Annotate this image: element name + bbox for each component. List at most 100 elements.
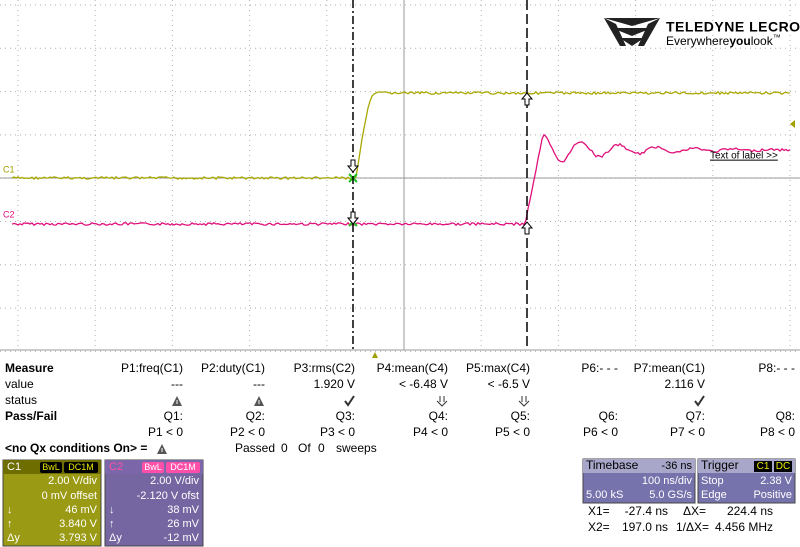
label: < -6.5 V: [488, 377, 530, 391]
label: DC1M: [170, 462, 196, 472]
label: 0: [318, 441, 325, 455]
badge: [40, 462, 62, 473]
label: 197.0 ns: [622, 520, 668, 534]
panels: C1 BwL DC1M 2.00 V/div 0 mV offset ↓ 46 mV ↑ 3.8…: [2, 458, 796, 547]
label: Q6:: [599, 409, 618, 423]
trace-label: C1: [3, 164, 15, 174]
label: Q4:: [429, 409, 448, 423]
label: BwL: [144, 462, 162, 472]
label: <no Qx conditions On> =: [5, 441, 147, 455]
label: 5.00 kS: [586, 489, 623, 501]
down-icon: [518, 396, 530, 407]
label: P2 < 0: [230, 425, 265, 439]
check-icon: [344, 395, 355, 407]
label: ↑: [109, 518, 115, 530]
label: BwL: [42, 462, 60, 472]
label: -27.4 ns: [625, 504, 668, 518]
label: P3 < 0: [320, 425, 355, 439]
label: 38 mV: [167, 504, 199, 516]
label: 4.456 MHz: [715, 520, 773, 534]
down-icon: [436, 396, 448, 407]
label: ↓: [7, 504, 13, 516]
label: DC1M: [68, 462, 94, 472]
label: 224.4 ns: [727, 504, 773, 518]
label: -12 mV: [164, 532, 200, 544]
trigger-position-marker: [372, 352, 378, 358]
label: Positive: [753, 489, 792, 501]
label: Trigger: [701, 458, 739, 472]
badge: [774, 461, 792, 472]
label: value: [5, 377, 34, 391]
label: 3.793 V: [59, 532, 98, 544]
label: sweeps: [336, 441, 377, 455]
label: 2.116 V: [665, 377, 705, 391]
label: P6:- - -: [581, 361, 618, 375]
measure-table: Measure P1:freq(C1) P2:duty(C1) P3:rms(C2) P…: [5, 361, 795, 455]
label: 5.0 GS/s: [649, 489, 692, 501]
label: C2: [109, 461, 123, 473]
label: P4 < 0: [413, 425, 448, 439]
label: P5:max(C4): [466, 361, 530, 375]
trigger-level-marker: [790, 120, 795, 128]
trace-c2: [11, 133, 791, 227]
label: 0: [281, 441, 288, 455]
label: P2:duty(C1): [201, 361, 265, 375]
logo-emblem: [604, 18, 660, 46]
label: 0 mV offset: [42, 490, 97, 502]
label: 3.840 V: [59, 518, 98, 530]
logo-tagline: Everywhereyoulook™: [666, 33, 781, 48]
label: Edge: [701, 489, 727, 501]
tagline-part: look: [751, 34, 774, 48]
trademark: ™: [773, 33, 781, 42]
logo-brand: TELEDYNE LECROY: [666, 19, 800, 35]
label: Passed: [235, 441, 275, 455]
label: P4:mean(C4): [377, 361, 448, 375]
label: Of: [298, 441, 311, 455]
label: Timebase: [586, 458, 639, 472]
label: Δy: [109, 532, 122, 544]
label: C1: [7, 461, 21, 473]
label: ---: [171, 377, 183, 391]
label: < -6.48 V: [399, 377, 448, 391]
label: 2.00 V/div: [48, 475, 97, 487]
label: 1.920 V: [314, 377, 355, 391]
label: X2=: [588, 520, 610, 534]
label: ΔX=: [683, 504, 706, 518]
label: ↓: [109, 504, 115, 516]
label: P8:- - -: [758, 361, 795, 375]
label: Δy: [7, 532, 20, 544]
label: 1/ΔX=: [676, 520, 709, 534]
label: P8 < 0: [760, 425, 795, 439]
label: DC: [776, 461, 790, 472]
badge: [142, 462, 164, 473]
badge: [754, 461, 772, 472]
trace-annotation: Text of label >>: [710, 151, 778, 162]
label: 46 mV: [65, 504, 97, 516]
label: 100 ns/div: [642, 475, 693, 487]
label: P7:mean(C1): [634, 361, 705, 375]
channel-panel: [2, 459, 102, 547]
badge: [166, 462, 200, 473]
label: ↑: [7, 518, 13, 530]
label: P1:freq(C1): [121, 361, 183, 375]
label: Q3:: [336, 409, 355, 423]
label: ---: [253, 377, 265, 391]
label: C1: [757, 461, 770, 472]
cursor-markers: [346, 92, 534, 235]
label: P5 < 0: [495, 425, 530, 439]
trace-c1: [11, 90, 791, 181]
trace-label: C2: [3, 209, 15, 219]
label: Q1:: [164, 409, 183, 423]
label: 2.00 V/div: [150, 475, 199, 487]
label: Q8:: [776, 409, 795, 423]
label: X1=: [588, 504, 610, 518]
tagline-part: you: [729, 34, 750, 48]
label: P6 < 0: [583, 425, 618, 439]
label: Q7:: [686, 409, 705, 423]
label: Pass/Fail: [5, 409, 57, 423]
label: 2.38 V: [760, 475, 792, 487]
info-header: [583, 459, 695, 473]
badge: [64, 462, 98, 473]
label: Q2:: [246, 409, 265, 423]
label: Q5:: [511, 409, 530, 423]
